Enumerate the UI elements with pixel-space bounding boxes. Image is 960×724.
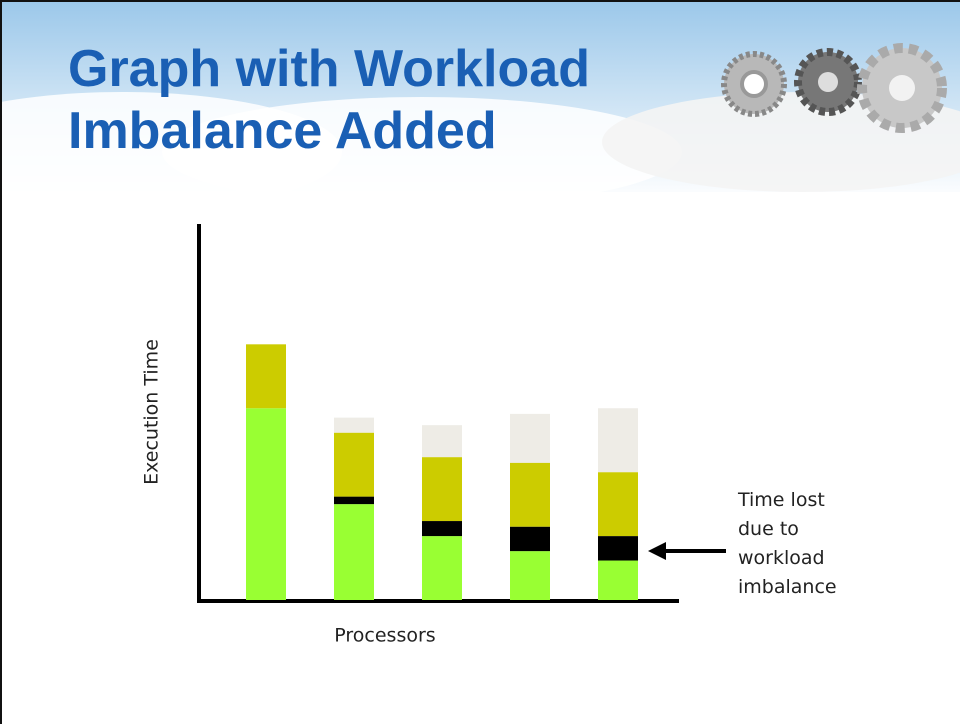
cloud — [162, 97, 682, 207]
annotation-arrow — [648, 542, 726, 560]
bar-segment — [598, 560, 638, 600]
bar-segment — [510, 462, 550, 527]
bar-segment — [598, 408, 638, 473]
bar-segment — [422, 536, 462, 600]
bar-segment — [246, 408, 286, 600]
bar-segment — [510, 413, 550, 463]
bar-segment — [422, 425, 462, 458]
bar-segment — [510, 551, 550, 600]
bar-segment — [334, 417, 374, 433]
bar-segment — [334, 496, 374, 505]
bar-segment — [598, 472, 638, 537]
bar-segment — [246, 344, 286, 409]
bar-segment — [422, 457, 462, 522]
bar-segment — [598, 536, 638, 561]
bar-segment — [510, 526, 550, 552]
slide-body — [2, 192, 960, 724]
bar-segment — [334, 432, 374, 497]
x-axis-label: Processors — [334, 625, 435, 647]
y-axis-label: Execution Time — [141, 339, 163, 485]
bar-segment — [334, 504, 374, 600]
gears-icon — [721, 43, 947, 133]
annotation: Time lost due to workload imbalance — [738, 489, 837, 598]
slide-title: Graph with Workload Imbalance Added — [68, 40, 590, 160]
bar-segment — [422, 521, 462, 537]
